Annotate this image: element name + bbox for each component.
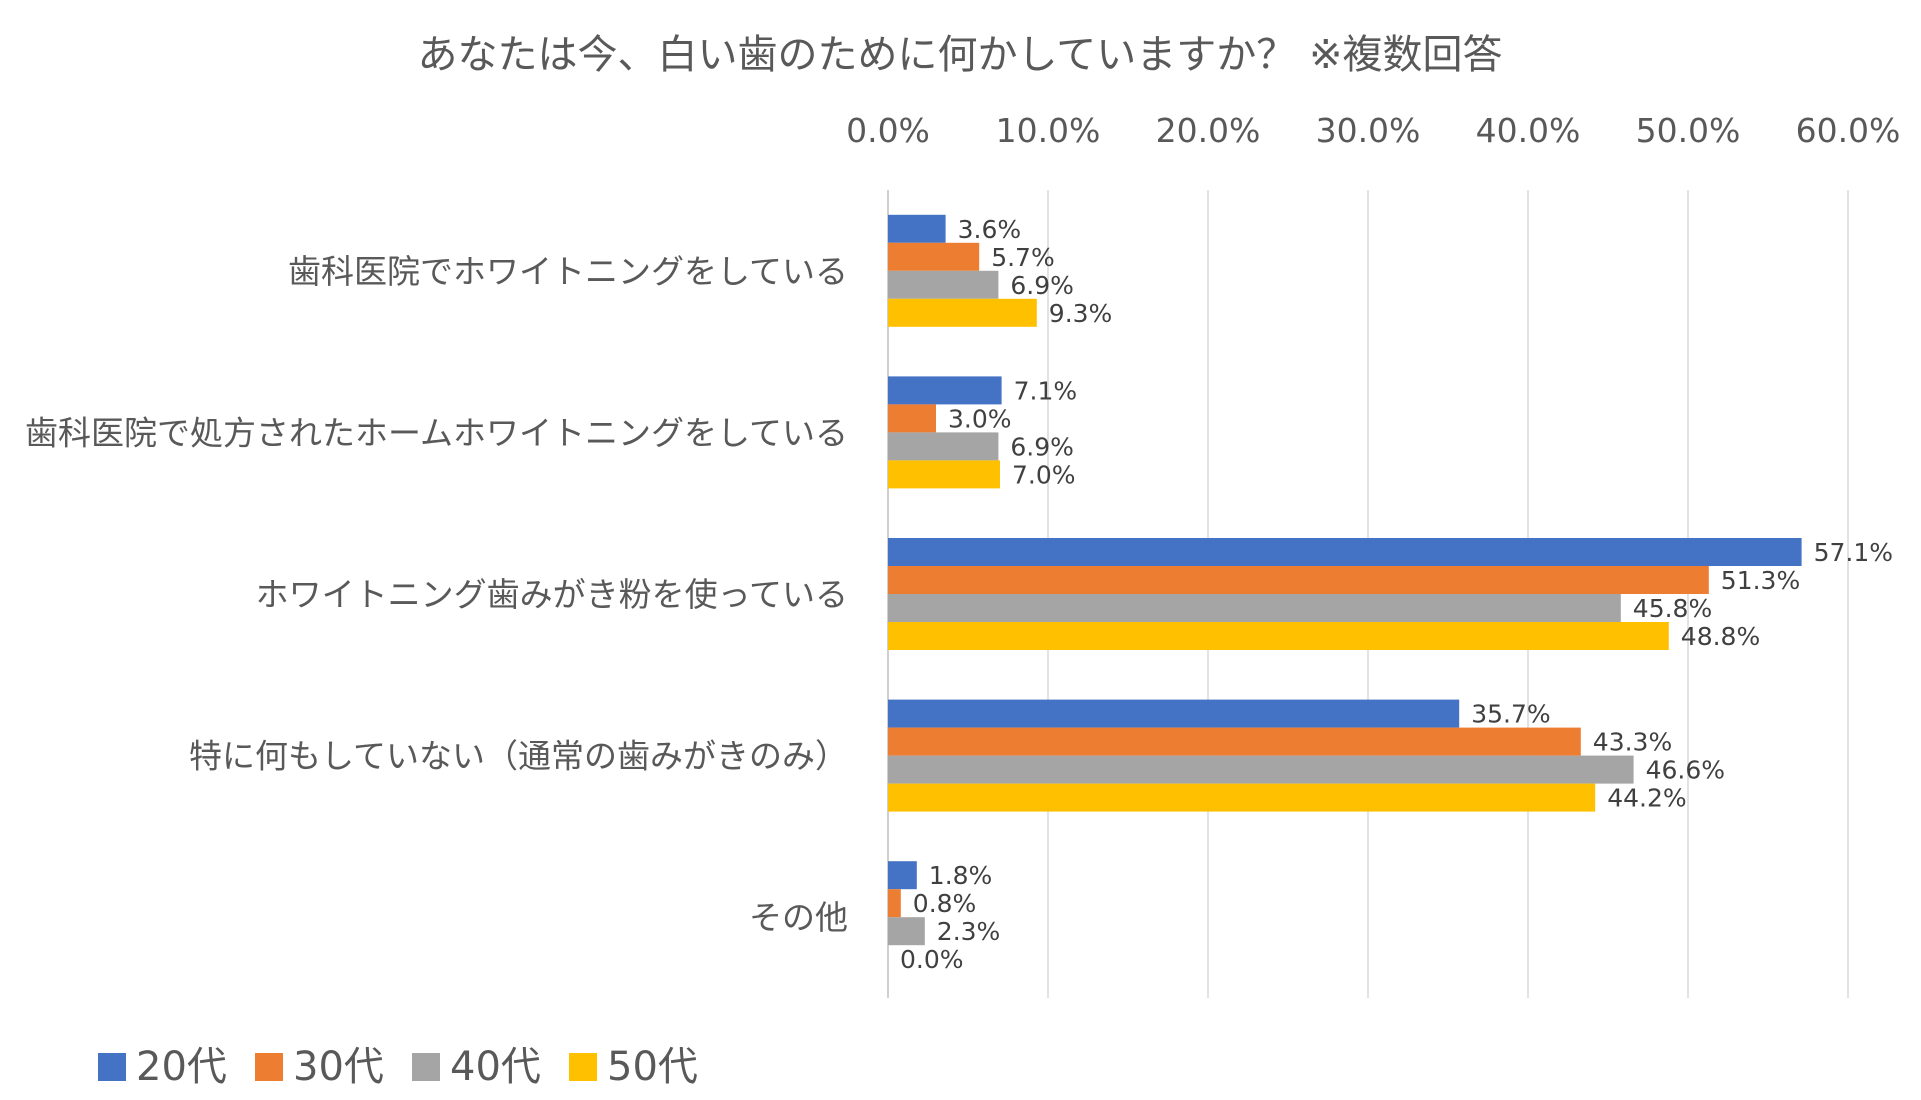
data-label: 0.8% xyxy=(913,889,977,918)
legend-swatch xyxy=(569,1053,597,1081)
bar-40代 xyxy=(888,270,999,299)
data-label: 3.0% xyxy=(948,404,1012,433)
data-label: 44.2% xyxy=(1607,784,1686,813)
data-label: 48.8% xyxy=(1681,622,1760,651)
bars xyxy=(888,214,1802,946)
x-tick-label: 10.0% xyxy=(996,111,1101,150)
category-label: 歯科医院で処方されたホームホワイトニングをしている xyxy=(25,413,848,452)
bar-20代 xyxy=(888,214,946,243)
bar-30代 xyxy=(888,404,936,433)
x-tick-label: 40.0% xyxy=(1476,111,1581,150)
bar-30代 xyxy=(888,566,1709,594)
bar-20代 xyxy=(888,861,917,890)
data-label: 35.7% xyxy=(1471,700,1550,729)
data-label: 9.3% xyxy=(1049,299,1113,328)
category-label: その他 xyxy=(749,898,848,937)
category-label: 歯科医院でホワイトニングをしている xyxy=(288,252,848,291)
bar-50代 xyxy=(888,298,1037,327)
data-label: 7.0% xyxy=(1012,460,1076,489)
legend-swatch xyxy=(255,1053,283,1081)
legend-label: 20代 xyxy=(136,1044,227,1090)
legend-label: 30代 xyxy=(293,1044,384,1090)
data-label: 2.3% xyxy=(937,917,1001,946)
bar-30代 xyxy=(888,727,1581,756)
data-label: 57.1% xyxy=(1814,538,1893,567)
x-tick-label: 50.0% xyxy=(1636,111,1741,150)
data-label: 6.9% xyxy=(1010,271,1074,300)
bar-30代 xyxy=(888,889,901,918)
legend-label: 50代 xyxy=(607,1044,698,1090)
data-label: 5.7% xyxy=(991,243,1055,272)
data-label: 1.8% xyxy=(929,861,993,890)
data-labels: 3.6%5.7%6.9%9.3%7.1%3.0%6.9%7.0%57.1%51.… xyxy=(900,215,1893,974)
chart-title: あなたは今、白い歯のために何かしていますか？ ※複数回答 xyxy=(417,32,1502,78)
bar-50代 xyxy=(888,783,1596,812)
bar-50代 xyxy=(888,622,1669,650)
x-tick-label: 0.0% xyxy=(846,111,930,150)
data-label: 45.8% xyxy=(1633,594,1712,623)
legend-swatch xyxy=(412,1053,440,1081)
data-label: 3.6% xyxy=(958,215,1022,244)
category-label: 特に何もしていない（通常の歯みがきのみ） xyxy=(189,737,848,776)
data-label: 46.6% xyxy=(1646,756,1725,785)
category-label: ホワイトニング歯みがき粉を使っている xyxy=(256,575,848,614)
bar-50代 xyxy=(888,460,1000,489)
legend-swatch xyxy=(98,1053,126,1081)
x-axis-ticks: 0.0% 10.0% 20.0% 30.0% 40.0% 50.0% 60.0% xyxy=(846,111,1900,150)
bar-40代 xyxy=(888,594,1621,622)
x-tick-label: 20.0% xyxy=(1156,111,1261,150)
category-labels: 歯科医院でホワイトニングをしている歯科医院で処方されたホームホワイトニングをして… xyxy=(25,252,848,937)
legend-label: 40代 xyxy=(450,1044,541,1090)
data-label: 51.3% xyxy=(1721,566,1800,595)
bar-20代 xyxy=(888,699,1460,728)
bar-40代 xyxy=(888,917,925,946)
bar-20代 xyxy=(888,538,1802,566)
data-label: 6.9% xyxy=(1010,432,1074,461)
bar-40代 xyxy=(888,432,999,461)
data-label: 43.3% xyxy=(1593,728,1672,757)
bar-20代 xyxy=(888,376,1002,405)
x-tick-label: 60.0% xyxy=(1796,111,1901,150)
bar-40代 xyxy=(888,755,1634,784)
x-tick-label: 30.0% xyxy=(1316,111,1421,150)
bar-30代 xyxy=(888,242,980,271)
legend: 20代 30代 40代 50代 xyxy=(98,1044,698,1090)
data-label: 7.1% xyxy=(1014,376,1078,405)
data-label: 0.0% xyxy=(900,945,964,974)
